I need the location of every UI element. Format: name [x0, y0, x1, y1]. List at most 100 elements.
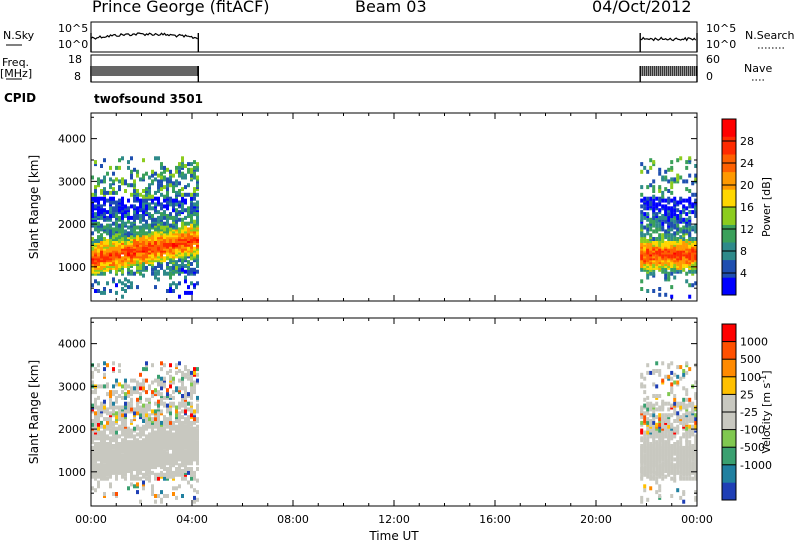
heatmap-cell	[193, 470, 196, 475]
heatmap-cell	[652, 474, 656, 479]
heatmap-cell	[118, 208, 121, 213]
heatmap-cell	[679, 405, 683, 410]
heatmap-cell	[691, 461, 695, 466]
heatmap-cell	[646, 407, 650, 412]
heatmap-cell	[673, 426, 677, 431]
heatmap-cell	[100, 215, 103, 220]
heatmap-cell	[109, 289, 112, 293]
heatmap-cell	[670, 214, 674, 218]
heatmap-cell	[172, 432, 175, 437]
heatmap-cell	[658, 223, 662, 228]
heatmap-cell	[679, 474, 683, 479]
heatmap-cell	[133, 474, 136, 479]
heatmap-cell	[142, 378, 145, 383]
heatmap-cell	[646, 231, 650, 236]
heatmap-cell	[109, 444, 112, 448]
heatmap-cell	[157, 277, 160, 282]
heatmap-cell	[652, 369, 656, 373]
heatmap-cell	[133, 210, 136, 215]
heatmap-cell	[181, 171, 184, 176]
heatmap-cell	[682, 229, 686, 234]
heatmap-cell	[178, 173, 181, 178]
heatmap-cell	[124, 442, 127, 446]
heatmap-cell	[121, 281, 124, 286]
heatmap-cell	[649, 413, 653, 418]
heatmap-cell	[667, 434, 671, 439]
heatmap-cell	[103, 196, 106, 201]
heatmap-cell	[688, 401, 692, 406]
heatmap-cell	[640, 237, 644, 241]
heatmap-cell	[688, 417, 692, 422]
heatmap-cell	[685, 179, 689, 184]
heatmap-cell	[670, 432, 674, 437]
heatmap-cell	[688, 204, 692, 209]
colorbar-label: Velocity [m s-1]	[759, 370, 774, 453]
heatmap-cell	[667, 424, 671, 429]
heatmap-cell	[181, 164, 184, 168]
heatmap-cell	[112, 367, 115, 372]
heatmap-cell	[655, 217, 659, 222]
heatmap-cell	[142, 194, 145, 199]
heatmap-cell	[664, 169, 668, 174]
heatmap-cell	[193, 370, 196, 375]
heatmap-cell	[121, 432, 124, 437]
colorbar-segment	[722, 464, 736, 483]
heatmap-cell	[166, 370, 169, 375]
heatmap-cell	[121, 225, 124, 230]
heatmap-cell	[184, 401, 187, 406]
heatmap-cell	[145, 367, 148, 372]
heatmap-cell	[163, 204, 166, 209]
heatmap-cell	[178, 267, 181, 272]
heatmap-cell	[136, 472, 139, 477]
heatmap-cell	[145, 403, 148, 408]
heatmap-cell	[130, 204, 133, 209]
heatmap-cell	[94, 279, 97, 284]
heatmap-cell	[124, 438, 127, 443]
heatmap-cell	[109, 428, 112, 433]
heatmap-cell	[676, 173, 680, 178]
heatmap-cell	[157, 219, 160, 224]
heatmap-cell	[166, 434, 169, 439]
heatmap-cell	[658, 208, 662, 213]
heatmap-cell	[163, 210, 166, 215]
heatmap-cell	[688, 424, 692, 429]
heatmap-cell	[103, 463, 106, 468]
heatmap-cell	[640, 499, 644, 504]
heatmap-cell	[166, 200, 169, 205]
heatmap-cell	[160, 490, 163, 495]
heatmap-cell	[97, 221, 100, 226]
heatmap-cell	[691, 264, 695, 268]
heatmap-cell	[145, 265, 148, 270]
heatmap-cell	[184, 192, 187, 197]
heatmap-cell	[97, 181, 100, 186]
heatmap-cell	[157, 239, 160, 243]
nsky-trace	[90, 32, 198, 40]
heatmap-cell	[160, 409, 163, 414]
heatmap-cell	[190, 484, 193, 489]
heatmap-cell	[133, 189, 136, 193]
x-tick-label: 08:00	[277, 513, 309, 526]
heatmap-cell	[160, 457, 163, 462]
heatmap-cell	[652, 194, 656, 199]
heatmap-cell	[127, 165, 130, 170]
heatmap-cell	[658, 167, 662, 172]
heatmap-cell	[103, 290, 106, 295]
heatmap-cell	[148, 229, 151, 234]
heatmap-cell	[685, 229, 689, 234]
heatmap-cell	[121, 442, 124, 446]
heatmap-cell	[673, 442, 677, 446]
heatmap-cell	[184, 185, 187, 190]
power-heatmap	[91, 156, 698, 299]
heatmap-cell	[142, 202, 145, 207]
colorbar-tick-label: 500	[740, 353, 761, 366]
heatmap-cell	[157, 494, 160, 498]
heatmap-cell	[685, 426, 689, 431]
heatmap-cell	[139, 382, 142, 387]
heatmap-cell	[91, 196, 94, 201]
heatmap-cell	[190, 242, 193, 247]
colorbar-tick-label: -25	[740, 406, 758, 419]
heatmap-cell	[670, 285, 674, 290]
heatmap-cell	[175, 405, 178, 410]
colorbar-segment	[722, 171, 736, 190]
heatmap-cell	[196, 254, 199, 259]
